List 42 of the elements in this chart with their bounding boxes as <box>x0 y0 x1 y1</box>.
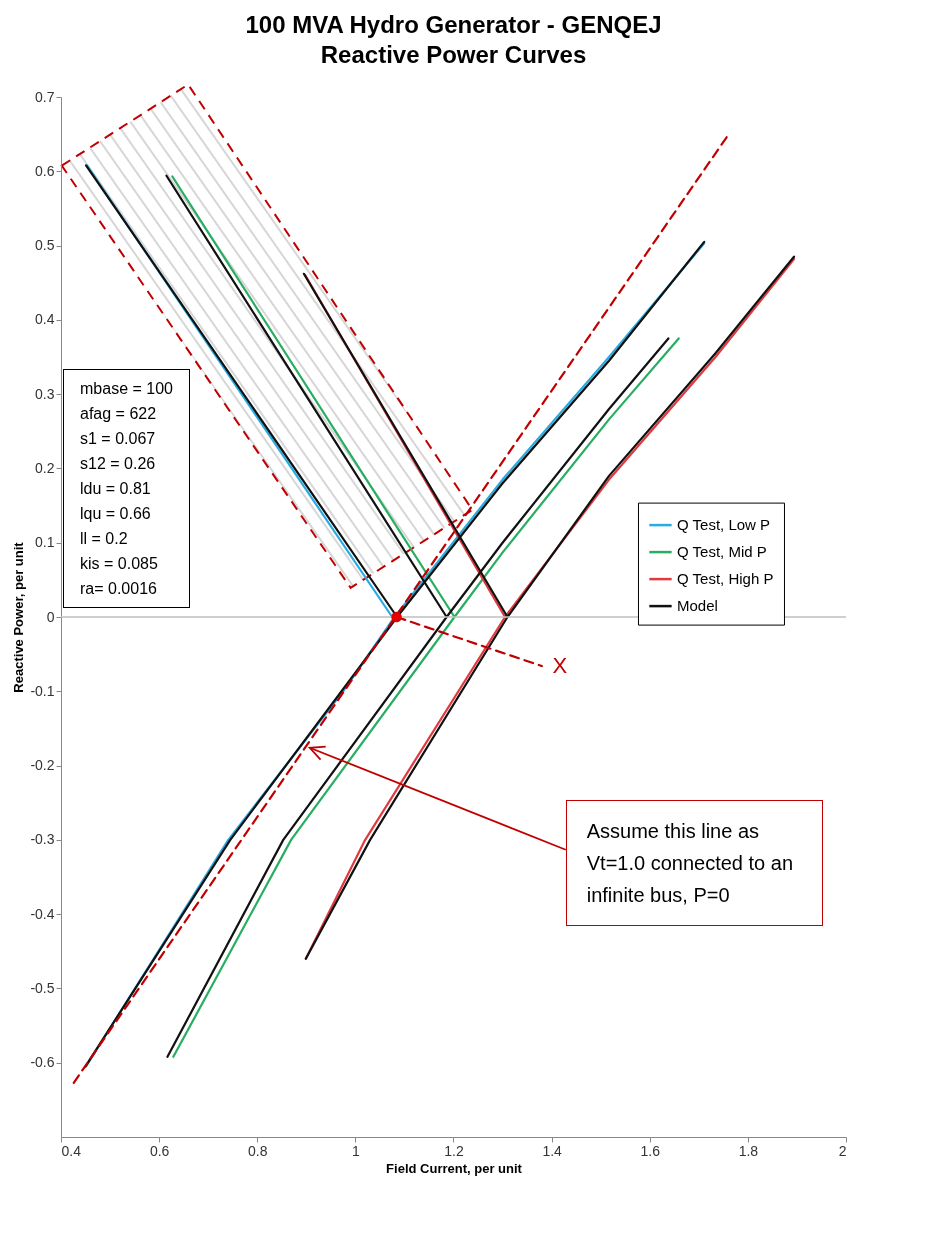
annotation: Assume this line as Vt=1.0 connected to an infinite bus, P=0 <box>565 799 823 926</box>
annotation: lqu = 0.66 <box>80 504 152 525</box>
annotation: ldu = 0.81 <box>80 479 152 500</box>
y-axis-title: Reactive Power, per unit <box>11 541 27 693</box>
legend-label: Q Test, Mid P <box>676 543 767 561</box>
y-tick-label: 0.1 <box>35 534 55 551</box>
x-tick-label: 1.8 <box>738 1142 759 1159</box>
annotation: s1 = 0.067 <box>80 429 157 450</box>
legend-label: Q Test, Low P <box>676 516 771 534</box>
y-tick-label: -0.2 <box>30 757 55 774</box>
x-tick-label: 1 <box>351 1142 360 1159</box>
annotation: mbase = 100 <box>80 379 173 400</box>
y-tick-label: 0.4 <box>35 311 55 328</box>
legend-label: Model <box>676 597 718 615</box>
y-tick-label: 0.5 <box>35 237 55 254</box>
y-tick-label: 0.6 <box>35 162 55 179</box>
annotation: kis = 0.085 <box>80 554 159 575</box>
y-tick-label: 0.7 <box>35 88 55 105</box>
x-tick-label: 0.6 <box>149 1142 170 1159</box>
annotation: ll = 0.2 <box>80 529 129 550</box>
y-tick-label: -0.5 <box>30 979 55 996</box>
y-tick-label: -0.1 <box>30 682 55 699</box>
x-tick-label: 1.6 <box>640 1142 661 1159</box>
x-axis-title: Field Current, per unit <box>386 1160 523 1176</box>
x-tick-label: 1.4 <box>542 1142 563 1159</box>
chart-title: 100 MVA Hydro Generator - GENQEJ <box>245 11 662 38</box>
y-tick-label: -0.4 <box>30 905 55 922</box>
x-tick-label: 0.4 <box>61 1142 82 1159</box>
x-tick-label: 1.2 <box>444 1142 464 1159</box>
y-tick-label: 0.2 <box>35 459 55 476</box>
series-label: X <box>552 653 568 680</box>
y-tick-label: 0.3 <box>35 385 55 402</box>
annotation: s12 = 0.26 <box>80 454 157 475</box>
annotation: ra= 0.0016 <box>80 579 158 600</box>
annotation: afag = 622 <box>80 404 158 425</box>
x-tick-label: 2 <box>838 1142 847 1159</box>
x-tick-label: 0.8 <box>248 1142 268 1159</box>
legend-label: Q Test, High P <box>676 570 774 588</box>
y-tick-label: -0.6 <box>30 1054 55 1071</box>
y-tick-label: 0 <box>46 608 55 625</box>
chart-subtitle: Reactive Power Curves <box>320 41 587 68</box>
y-tick-label: -0.3 <box>30 831 55 848</box>
